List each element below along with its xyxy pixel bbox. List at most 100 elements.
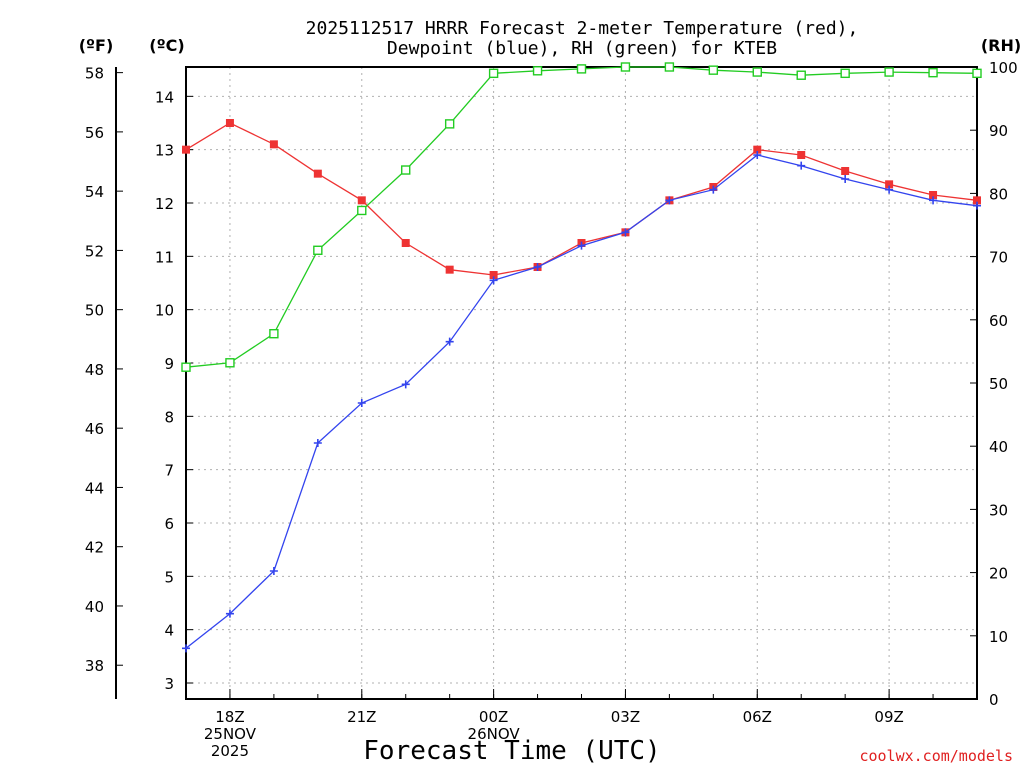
rh-tick-label: 70 bbox=[989, 249, 1008, 267]
rh-tick-label: 90 bbox=[989, 122, 1008, 140]
rh-point bbox=[269, 329, 279, 339]
celsius-tick-label: 10 bbox=[155, 302, 174, 320]
rh-point bbox=[444, 119, 455, 129]
temperature-line bbox=[185, 122, 978, 276]
rh-tick-label: 50 bbox=[989, 375, 1008, 393]
rh-point bbox=[488, 68, 499, 79]
celsius-axis-unit: (ºC) bbox=[149, 36, 184, 55]
dewpoint-point bbox=[885, 185, 894, 194]
fahrenheit-tick-label: 42 bbox=[85, 539, 104, 557]
fahrenheit-tick-label: 46 bbox=[85, 420, 104, 438]
dewpoint-point bbox=[357, 399, 366, 407]
rh-tick-label: 0 bbox=[989, 691, 999, 709]
dewpoint-point bbox=[489, 276, 498, 285]
celsius-tick-label: 5 bbox=[164, 568, 174, 586]
rh-point bbox=[884, 67, 894, 77]
dewpoint-point bbox=[841, 175, 850, 183]
celsius-tick-label: 7 bbox=[164, 462, 174, 480]
dewpoint-line bbox=[185, 154, 978, 649]
fahrenheit-tick-label: 58 bbox=[85, 65, 104, 83]
temperature-point bbox=[929, 191, 938, 199]
dewpoint-point bbox=[665, 196, 674, 205]
celsius-tick-label: 9 bbox=[164, 355, 174, 373]
dewpoint-point bbox=[313, 439, 322, 447]
chart-subtitle: Dewpoint (blue), RH (green) for KTEB bbox=[387, 38, 777, 59]
rh-point bbox=[664, 62, 675, 72]
x-tick-label: 26NOV bbox=[468, 725, 521, 743]
plot-frame bbox=[185, 66, 978, 700]
rh-point bbox=[532, 66, 543, 76]
rh-point bbox=[972, 68, 982, 79]
temperature-point bbox=[489, 271, 498, 279]
celsius-tick-label: 13 bbox=[155, 142, 174, 160]
credit-text: coolwx.com/models bbox=[859, 747, 1013, 765]
temperature-point bbox=[313, 169, 322, 178]
celsius-tick-label: 12 bbox=[155, 195, 174, 213]
dewpoint-point bbox=[269, 567, 278, 575]
rh-point bbox=[708, 65, 719, 75]
celsius-tick-label: 14 bbox=[155, 88, 174, 106]
rh-point bbox=[840, 68, 850, 79]
rh-point bbox=[313, 245, 323, 255]
temperature-point bbox=[885, 180, 894, 189]
fahrenheit-tick-label: 48 bbox=[85, 361, 104, 379]
x-tick-label: 25NOV bbox=[204, 725, 257, 743]
dewpoint-point bbox=[973, 201, 981, 210]
rh-point bbox=[796, 70, 806, 80]
temperature-point bbox=[973, 196, 981, 205]
grid-lines bbox=[186, 67, 977, 699]
x-tick-label: 09Z bbox=[874, 708, 903, 726]
x-tick-label: 06Z bbox=[743, 708, 772, 726]
dewpoint-point bbox=[401, 380, 410, 389]
fahrenheit-tick-label: 50 bbox=[85, 302, 104, 320]
dewpoint-point bbox=[445, 337, 454, 346]
fahrenheit-tick-label: 44 bbox=[85, 479, 104, 497]
celsius-tick-label: 4 bbox=[164, 622, 174, 640]
fahrenheit-tick-label: 54 bbox=[85, 183, 104, 201]
rh-tick-label: 80 bbox=[989, 185, 1008, 203]
celsius-tick-label: 3 bbox=[164, 675, 174, 693]
rh-tick-label: 40 bbox=[989, 438, 1008, 456]
rh-point bbox=[401, 165, 411, 175]
dewpoint-point bbox=[225, 609, 234, 618]
temperature-point bbox=[797, 151, 806, 159]
temperature-point bbox=[841, 167, 850, 175]
rh-axis-unit: (RH) bbox=[981, 36, 1021, 55]
celsius-tick-label: 8 bbox=[164, 408, 174, 426]
temperature-point bbox=[445, 265, 454, 274]
temperature-point bbox=[225, 119, 234, 127]
rh-series bbox=[181, 62, 982, 372]
fahrenheit-axis-unit: (ºF) bbox=[79, 36, 114, 55]
x-tick-label: 18Z bbox=[215, 708, 244, 726]
axes: 3840424446485052545658345678910111213140… bbox=[85, 59, 1018, 760]
rh-point bbox=[576, 64, 587, 74]
temperature-point bbox=[357, 196, 366, 205]
rh-tick-label: 10 bbox=[989, 628, 1008, 646]
dewpoint-point bbox=[577, 241, 586, 250]
x-tick-label: 03Z bbox=[611, 708, 640, 726]
rh-line bbox=[185, 66, 978, 368]
x-tick-label: 00Z bbox=[479, 708, 508, 726]
celsius-tick-label: 11 bbox=[155, 248, 174, 266]
x-axis-label: Forecast Time (UTC) bbox=[363, 736, 660, 766]
dewpoint-point bbox=[621, 228, 630, 237]
temperature-point bbox=[269, 140, 278, 149]
dewpoint-series bbox=[182, 151, 981, 653]
data-series bbox=[181, 62, 982, 653]
rh-tick-label: 60 bbox=[989, 312, 1008, 330]
fahrenheit-tick-label: 38 bbox=[85, 657, 104, 675]
temperature-series bbox=[182, 119, 981, 279]
rh-point bbox=[928, 67, 938, 78]
x-tick-label: 21Z bbox=[347, 708, 376, 726]
chart-title: 2025112517 HRRR Forecast 2-meter Tempera… bbox=[306, 18, 859, 39]
fahrenheit-tick-label: 40 bbox=[85, 598, 104, 616]
dewpoint-point bbox=[753, 151, 762, 159]
rh-point bbox=[620, 62, 631, 72]
dewpoint-point bbox=[797, 161, 806, 170]
fahrenheit-tick-label: 52 bbox=[85, 242, 104, 260]
rh-point bbox=[181, 362, 191, 372]
temperature-point bbox=[401, 239, 410, 247]
dewpoint-point bbox=[182, 644, 190, 653]
rh-point bbox=[752, 67, 762, 77]
